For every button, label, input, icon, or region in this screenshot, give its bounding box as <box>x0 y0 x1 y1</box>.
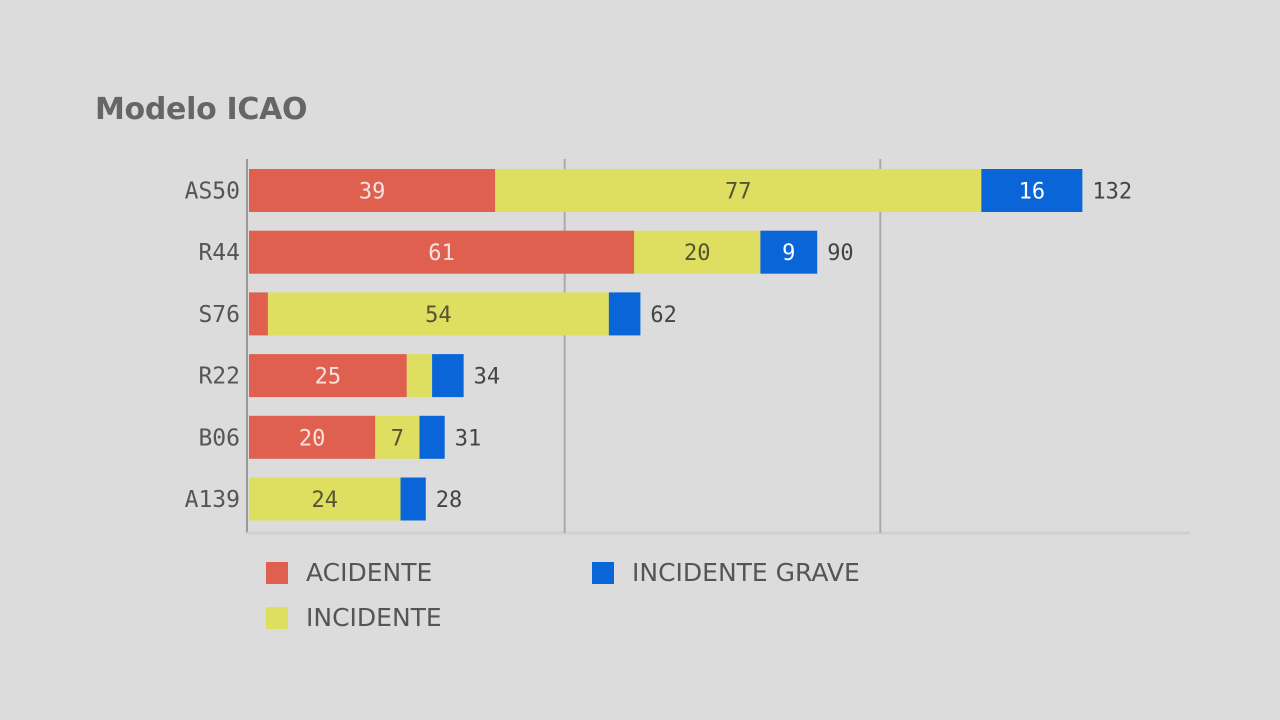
data-label-as50-incidente: 77 <box>725 180 752 205</box>
bar-as50-acidente[interactable] <box>249 169 496 212</box>
bar-s76-acidente[interactable] <box>249 292 268 336</box>
category-label-a139: A139 <box>185 487 240 513</box>
bar-s76-incidente[interactable] <box>267 292 609 336</box>
data-label-r44-incidente-grave: 9 <box>782 241 795 266</box>
data-label-as50-acidente: 39 <box>359 180 386 205</box>
legend-label-incidente: INCIDENTE <box>306 603 442 632</box>
total-label-b06: 31 <box>455 426 482 451</box>
data-label-r22-acidente: 25 <box>315 365 342 390</box>
category-label-r44: R44 <box>198 240 240 266</box>
bar-r22-acidente[interactable] <box>249 354 407 398</box>
category-label-s76: S76 <box>198 302 240 328</box>
data-label-r44-incidente: 20 <box>684 241 711 266</box>
bar-as50-incidente[interactable] <box>495 169 982 212</box>
data-label-s76-incidente: 54 <box>425 303 452 328</box>
data-label-b06-acidente: 20 <box>299 426 326 451</box>
legend-swatch-incidente <box>266 606 288 629</box>
plot-area <box>249 159 1190 533</box>
category-label-as50: AS50 <box>185 179 240 205</box>
legend-label-acidente: ACIDENTE <box>306 558 433 587</box>
bar-b06-incidente-grave[interactable] <box>419 415 445 459</box>
bar-r44-incidente-grave[interactable] <box>760 230 818 274</box>
total-label-as50: 132 <box>1092 180 1132 205</box>
legend: ACIDENTE INCIDENTE INCIDENTE GRAVE <box>266 552 966 642</box>
data-label-as50-incidente-grave: 16 <box>1019 180 1046 205</box>
total-label-r22: 34 <box>474 365 501 390</box>
legend-swatch-acidente <box>266 561 288 584</box>
legend-item-incidente-grave[interactable]: INCIDENTE GRAVE <box>592 558 860 587</box>
bar-s76-incidente-grave[interactable] <box>608 292 641 336</box>
label-layer: AS50 39 77 16 132 R44 61 20 9 90 S76 54 62 R22 25 34 B06… <box>185 179 1133 514</box>
bar-r22-incidente[interactable] <box>406 354 433 398</box>
category-label-r22: R22 <box>198 364 240 390</box>
bar-as50-incidente-grave[interactable] <box>981 169 1083 212</box>
bar-layer <box>249 169 1083 521</box>
bar-b06-acidente[interactable] <box>249 415 376 459</box>
legend-swatch-incidente-grave <box>592 561 614 584</box>
total-label-r44: 90 <box>827 241 854 266</box>
bar-a139-incidente[interactable] <box>249 477 401 521</box>
bar-b06-incidente[interactable] <box>375 415 420 459</box>
data-label-b06-incidente: 7 <box>391 426 404 451</box>
chart-title: Modelo ICAO <box>95 92 308 127</box>
data-label-a139-incidente: 24 <box>312 488 339 513</box>
legend-item-acidente[interactable]: ACIDENTE <box>266 558 432 587</box>
data-label-r44-acidente: 61 <box>428 241 455 266</box>
total-label-s76: 62 <box>650 303 677 328</box>
category-label-b06: B06 <box>198 425 240 451</box>
bar-r44-acidente[interactable] <box>249 230 635 274</box>
bar-r22-incidente-grave[interactable] <box>432 354 464 398</box>
grid-layer <box>246 159 1190 535</box>
legend-item-incidente[interactable]: INCIDENTE <box>266 603 442 632</box>
total-label-a139: 28 <box>436 488 463 513</box>
legend-label-incidente-grave: INCIDENTE GRAVE <box>632 558 860 587</box>
bar-a139-incidente-grave[interactable] <box>400 477 426 521</box>
bar-r44-incidente[interactable] <box>634 230 761 274</box>
